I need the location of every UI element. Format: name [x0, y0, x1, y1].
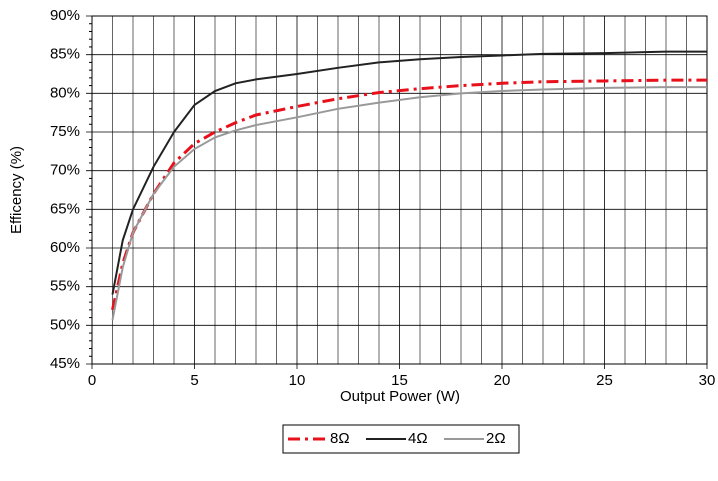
y-tick-label: 85%	[50, 46, 80, 63]
legend-label: 2Ω	[486, 430, 506, 447]
series-line	[111, 50, 707, 295]
x-tick-label: 30	[699, 372, 716, 389]
plot-frame	[91, 15, 708, 365]
x-tick-label: 20	[494, 372, 511, 389]
y-tick-label: 50%	[50, 316, 80, 333]
y-tick-label: 55%	[50, 278, 80, 295]
y-tick-label: 45%	[50, 355, 80, 372]
x-tick-label: 25	[596, 372, 613, 389]
x-tick-label: 0	[88, 372, 96, 389]
legend-label: 4Ω	[408, 430, 428, 447]
y-axis-title: Efficency (%)	[8, 146, 25, 234]
x-tick-label: 5	[190, 372, 198, 389]
y-tick-label: 75%	[50, 123, 80, 140]
y-tick-label: 80%	[50, 84, 80, 101]
x-tick-label: 15	[391, 372, 408, 389]
x-axis-title: Output Power (W)	[340, 388, 460, 405]
y-tick-label: 60%	[50, 239, 80, 256]
series-line	[111, 78, 707, 311]
legend-label: 8Ω	[330, 430, 350, 447]
y-tick-label: 65%	[50, 200, 80, 217]
x-tick-label: 10	[289, 372, 306, 389]
series-line	[111, 86, 707, 321]
y-tick-label: 90%	[50, 7, 80, 24]
y-tick-label: 70%	[50, 162, 80, 179]
